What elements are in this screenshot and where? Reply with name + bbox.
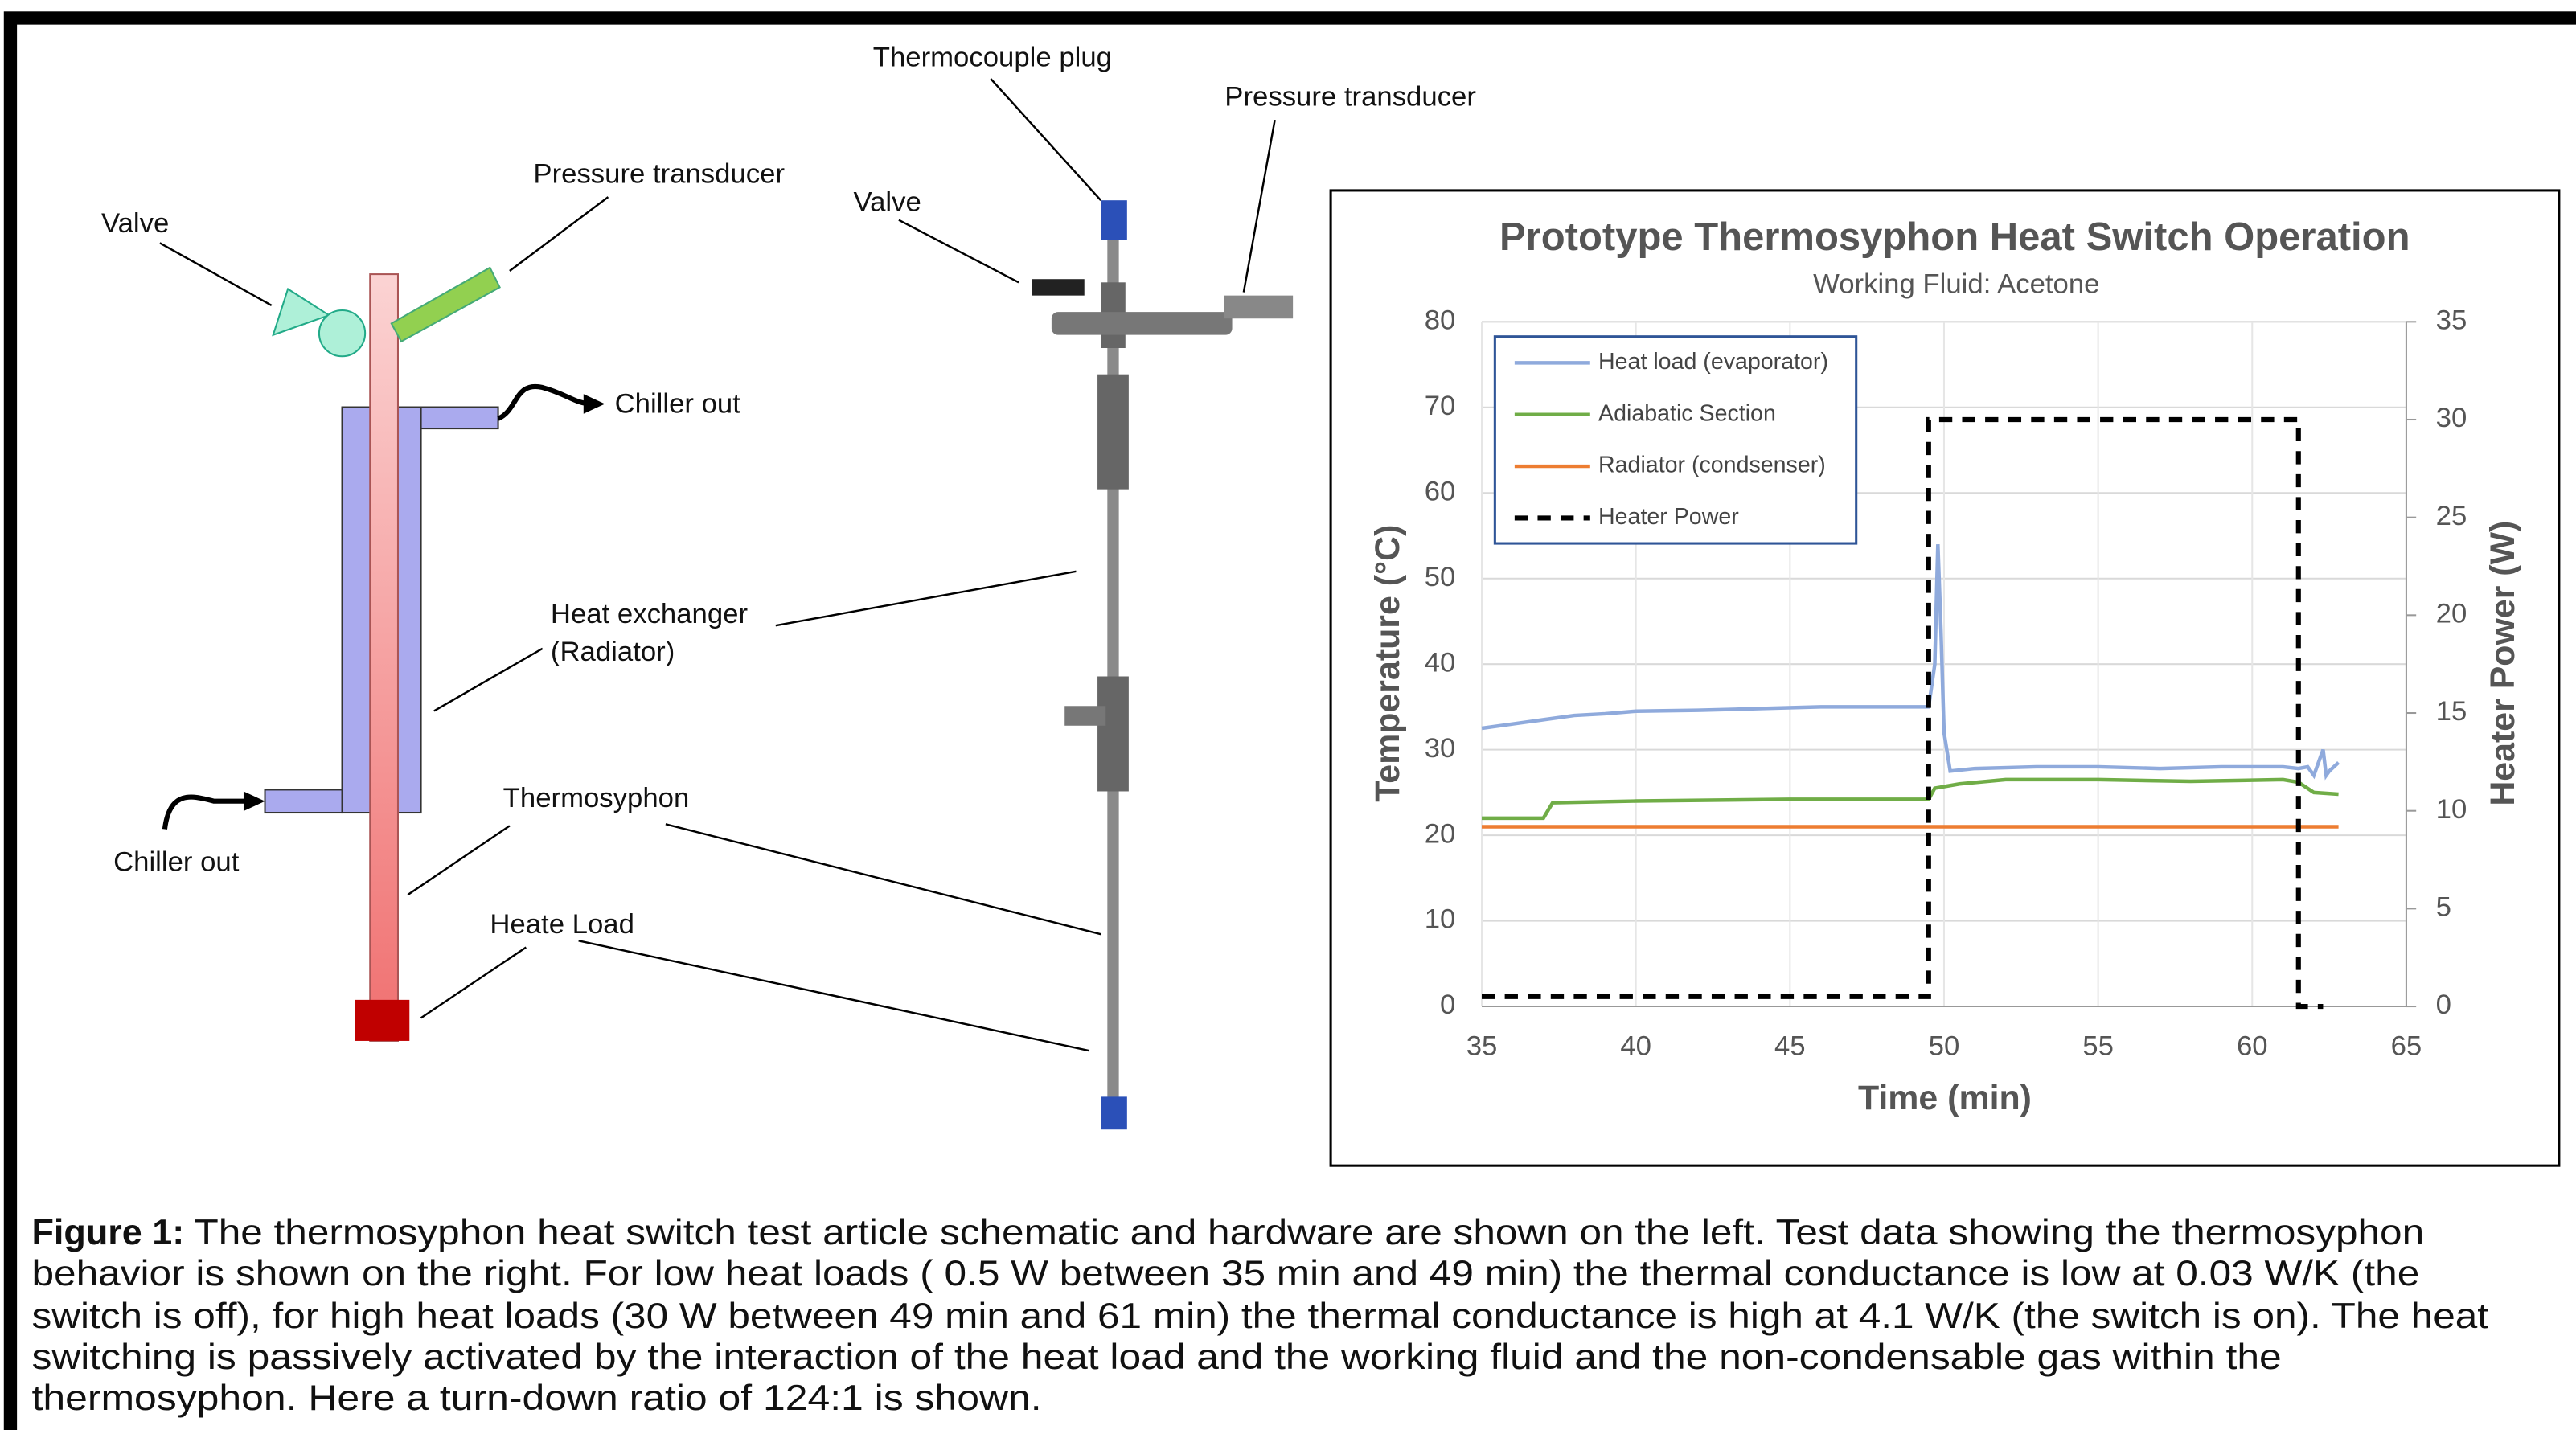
y2-tick-label: 30: [2436, 403, 2467, 433]
label: Pressure transducer: [533, 159, 785, 190]
leaders: [578, 78, 1276, 1052]
label: Heat exchanger: [551, 599, 748, 629]
chart-subtitle: Working Fluid: Acetone: [1813, 269, 2099, 300]
x-tick-label: 45: [1774, 1031, 1806, 1061]
label: Heate Load: [490, 909, 634, 940]
y2-tick-label: 5: [2436, 892, 2451, 923]
y2-tick-label: 15: [2436, 696, 2467, 727]
arrow: [497, 383, 593, 421]
y-tick-label: 80: [1425, 305, 1456, 335]
y-tick-label: 50: [1425, 562, 1456, 592]
heater: [355, 999, 410, 1041]
legend-label: Heat load (evaporator): [1598, 349, 1828, 375]
series-line: [1481, 544, 2340, 781]
x-tick-label: 65: [2391, 1031, 2422, 1061]
series-line: [1482, 777, 2339, 821]
x-axis-title: Time (min): [1858, 1079, 2032, 1117]
x-tick-label: 40: [1620, 1031, 1651, 1061]
y2-tick-label: 20: [2436, 599, 2467, 629]
y2-tick-label: 25: [2436, 501, 2467, 531]
caption-line: thermosyphon. Here a turn-down ratio of …: [32, 1377, 1042, 1418]
label: Chiller out: [615, 389, 741, 420]
y2-tick-label: 35: [2436, 305, 2467, 335]
valve-handle: [1032, 279, 1085, 296]
series-line: [1482, 416, 2324, 1010]
arrow: [162, 794, 251, 830]
x-tick-label: 35: [1466, 1031, 1498, 1061]
y-tick-label: 70: [1425, 391, 1456, 421]
inlet: [264, 789, 343, 814]
caption-line: switching is passively activated by the …: [32, 1336, 2282, 1377]
chart: Prototype Thermosyphon Heat Switch Opera…: [1329, 189, 2561, 1167]
y-tick-label: 20: [1425, 818, 1456, 849]
y2-tick-label: 10: [2436, 794, 2467, 825]
tube: [369, 273, 399, 1042]
caption-line: Figure 1: The thermosyphon heat switch te…: [32, 1211, 2425, 1252]
y-axis-title: Temperature (°C): [1368, 525, 1407, 802]
y-tick-label: 0: [1440, 990, 1455, 1020]
label: Valve: [853, 186, 921, 217]
y2-tick-label: 0: [2436, 990, 2451, 1020]
fitting: [1097, 676, 1129, 792]
schematic: Valve Pressure transducer Chiller out Ch…: [101, 159, 785, 1042]
label: (Radiator): [551, 637, 675, 667]
caption-text: The thermosyphon heat switch test articl…: [194, 1211, 2424, 1252]
hardware: Thermocouple plug Pressure transducer Va…: [578, 43, 1476, 1130]
outlet: [420, 406, 499, 430]
y-tick-label: 40: [1425, 647, 1456, 678]
x-tick-label: 60: [2237, 1031, 2268, 1061]
transducer: [1224, 295, 1294, 319]
y-tick-label: 10: [1425, 904, 1456, 935]
label: Chiller out: [113, 847, 240, 878]
plug: [1101, 1096, 1127, 1130]
caption-label: Figure 1:: [32, 1211, 185, 1252]
x-tick-label: 50: [1929, 1031, 1960, 1061]
valve-body: [318, 309, 367, 358]
transducer: [390, 266, 501, 343]
plug: [1101, 200, 1127, 240]
valve-handle: [272, 287, 331, 337]
label: Valve: [101, 208, 169, 239]
y2-axis-title: Heater Power (W): [2484, 521, 2522, 806]
frame: [3, 11, 2576, 1430]
caption-line: switch is off), for high heat loads (30 …: [32, 1295, 2489, 1336]
tee: [1051, 312, 1233, 335]
y-tick-label: 60: [1425, 476, 1456, 506]
y-tick-label: 30: [1425, 733, 1456, 764]
fitting: [1064, 706, 1106, 726]
x-tick-label: 55: [2082, 1031, 2114, 1061]
leaders: [159, 196, 609, 1019]
caption-line: behavior is shown on the right. For low …: [32, 1252, 2420, 1293]
legend-box: [1493, 335, 1858, 545]
fitting: [1097, 374, 1129, 490]
label: Thermosyphon: [503, 783, 690, 813]
legend-label: Heater Power: [1598, 504, 1739, 530]
arrow-head: [583, 394, 605, 414]
legend-label: Radiator (condsenser): [1598, 453, 1826, 478]
label: Thermocouple plug: [873, 43, 1112, 73]
chart-title: Prototype Thermosyphon Heat Switch Opera…: [1499, 215, 2410, 259]
caption: Figure 1: The thermosyphon heat switch te…: [32, 1211, 2489, 1418]
arrow-head: [243, 791, 265, 811]
label: Pressure transducer: [1224, 82, 1476, 113]
legend-label: Adiabatic Section: [1598, 400, 1776, 426]
